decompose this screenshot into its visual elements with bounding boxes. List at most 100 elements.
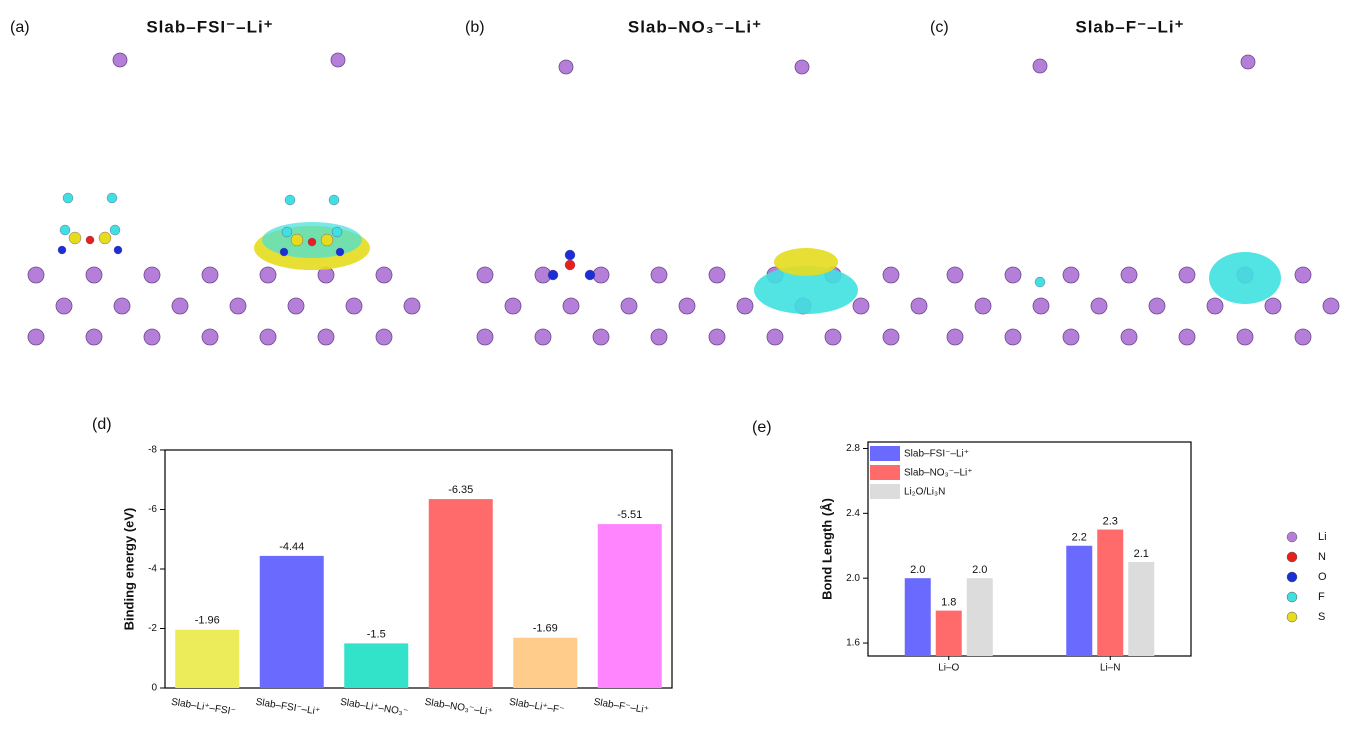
panel-label: (c) [930, 19, 949, 36]
legend-swatch [870, 465, 900, 480]
y-axis-title: Bond Length (Å) [819, 498, 834, 600]
atom [28, 329, 44, 345]
atom [308, 238, 316, 246]
atom [1179, 267, 1195, 283]
atom [883, 329, 899, 345]
atom [709, 329, 725, 345]
atom [585, 270, 595, 280]
y-tick-label: -2 [148, 623, 157, 634]
value-label: 2.1 [1134, 548, 1149, 560]
bar [936, 611, 962, 656]
bar [967, 578, 993, 656]
atom [28, 267, 44, 283]
value-label: 1.8 [941, 597, 956, 609]
atom [1121, 267, 1137, 283]
atom [883, 267, 899, 283]
legend-label: Li [1318, 531, 1327, 543]
atom [1033, 59, 1047, 73]
legend-atom [1287, 572, 1297, 582]
x-tick-label: Slab–F⁻–Li⁺ [593, 697, 650, 717]
legend-label: S [1318, 611, 1325, 623]
value-label: -6.35 [448, 484, 473, 496]
atom [86, 236, 94, 244]
x-tick-label: Slab–Li⁺–FSI⁻ [170, 697, 236, 718]
atom [260, 267, 276, 283]
atom [144, 329, 160, 345]
value-label: -1.69 [533, 623, 558, 635]
legend-atom [1287, 612, 1297, 622]
atom [477, 267, 493, 283]
atom [331, 53, 345, 67]
atom [376, 329, 392, 345]
y-tick-label: 2.8 [846, 443, 860, 454]
bar [175, 630, 239, 688]
atom [318, 329, 334, 345]
legend-swatch [870, 446, 900, 461]
atom [593, 267, 609, 283]
atom [56, 298, 72, 314]
plot-frame [165, 450, 672, 688]
bar [1128, 562, 1154, 656]
y-tick-label: -4 [148, 564, 157, 575]
atom [1091, 298, 1107, 314]
atom [853, 298, 869, 314]
atom [565, 250, 575, 260]
atom [548, 270, 558, 280]
atom [947, 267, 963, 283]
legend-label: Li₂O/Li₃N [904, 487, 945, 498]
atom [1241, 55, 1255, 69]
atom [795, 60, 809, 74]
atom [404, 298, 420, 314]
atom [651, 329, 667, 345]
legend-label: Slab–FSI⁻–Li⁺ [904, 449, 969, 460]
panel-label: (a) [10, 19, 30, 36]
atom [58, 246, 66, 254]
atom [69, 232, 81, 244]
bar [513, 638, 577, 688]
atom [346, 298, 362, 314]
atom [99, 232, 111, 244]
atom [535, 329, 551, 345]
atom [565, 260, 575, 270]
legend-atom [1287, 532, 1297, 542]
bar [1066, 546, 1092, 656]
atom [1207, 298, 1223, 314]
isosurface [774, 248, 838, 276]
panel-title: Slab–FSI⁻–Li⁺ [146, 17, 273, 36]
atom [1323, 298, 1339, 314]
x-tick-label: Slab–Li⁺–NO₃⁻ [339, 697, 408, 719]
atom [291, 234, 303, 246]
atom [1063, 329, 1079, 345]
atom [1121, 329, 1137, 345]
y-tick-label: 1.6 [846, 638, 860, 649]
atom [737, 298, 753, 314]
atom [767, 329, 783, 345]
atom [336, 248, 344, 256]
bar [260, 556, 324, 688]
legend-label: N [1318, 551, 1326, 563]
atom [110, 225, 120, 235]
atom [1237, 329, 1253, 345]
isosurface [1209, 252, 1281, 304]
atom [1005, 267, 1021, 283]
y-tick-label: 2.0 [846, 573, 860, 584]
legend-atom [1287, 592, 1297, 602]
value-label: 2.2 [1072, 532, 1087, 544]
atom [563, 298, 579, 314]
atom [114, 298, 130, 314]
page: (a)Slab–FSI⁻–Li⁺(b)Slab–NO₃⁻–Li⁺(c)Slab–… [0, 0, 1359, 729]
atom [202, 267, 218, 283]
atom [63, 193, 73, 203]
figure: (a)Slab–FSI⁻–Li⁺(b)Slab–NO₃⁻–Li⁺(c)Slab–… [0, 0, 1359, 724]
atom [114, 246, 122, 254]
atom [651, 267, 667, 283]
y-tick-label: -8 [148, 445, 157, 456]
atom [260, 329, 276, 345]
atom [230, 298, 246, 314]
atom [679, 298, 695, 314]
atom [911, 298, 927, 314]
atom [288, 298, 304, 314]
legend-label: Slab–NO₃⁻–Li⁺ [904, 468, 973, 479]
atom [280, 248, 288, 256]
y-tick-label: -6 [148, 504, 157, 515]
